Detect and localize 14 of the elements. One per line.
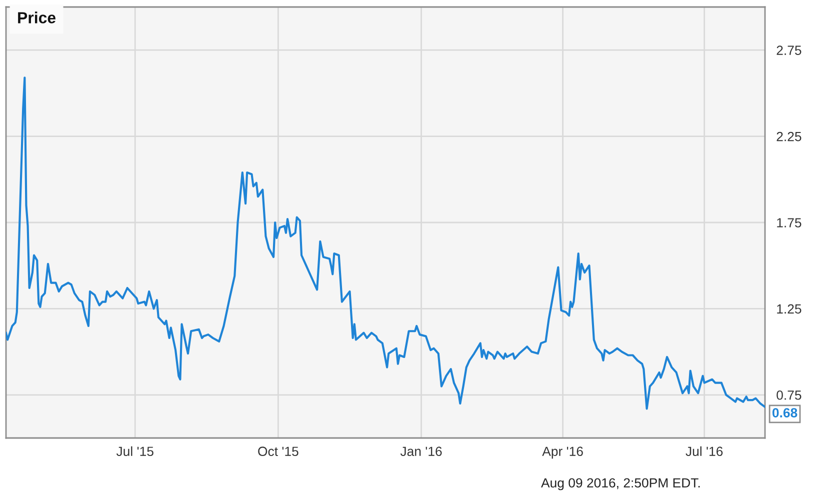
x-tick-label: Jul '16 — [686, 446, 723, 456]
x-tick-label: Jan '16 — [400, 446, 442, 456]
y-tick-label: 1.25 — [777, 304, 802, 314]
y-tick-label: 0.75 — [776, 390, 802, 400]
line-series — [6, 76, 765, 410]
annotation: 0.68 — [772, 408, 798, 418]
y-tick-label: 2.75 — [776, 46, 802, 56]
x-tick-label: Jul '15 — [116, 446, 154, 456]
chart-title: Price — [18, 12, 56, 24]
x-tick-label: Apr '16 — [542, 446, 583, 459]
y-tick-label: 2.25 — [776, 132, 802, 142]
x-tick-label: Oct '15 — [258, 446, 298, 456]
text: Aug 09 2016, 2:50PM EDT. — [541, 478, 700, 490]
y-tick-label: 1.75 — [777, 218, 802, 228]
